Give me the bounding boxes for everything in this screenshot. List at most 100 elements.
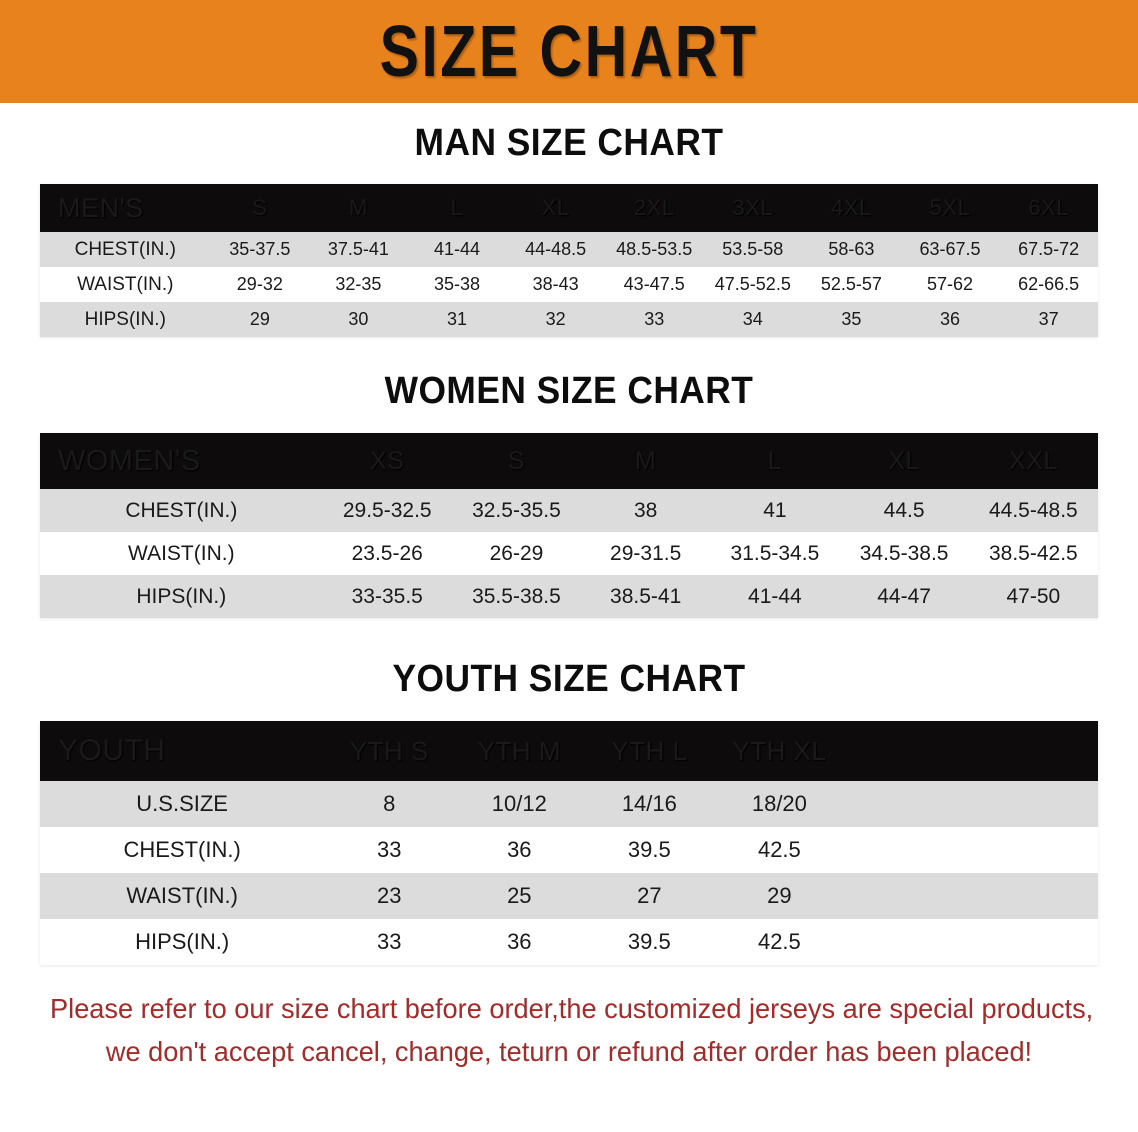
youth-measurement-cell: 42.5 [757,929,801,954]
women-measurement-cell: 34.5-38.5 [859,541,949,565]
men-measurement-cell: 62-66.5 [1018,274,1080,294]
youth-measurement-cell: 39.5 [627,929,671,954]
women-measurement-cell: 47-50 [1006,584,1061,608]
disclaimer: Please refer to our size chart before or… [50,987,1094,1074]
youth-measurement-cell: 36 [507,929,532,954]
men-size-column-header: 4XL [831,195,872,220]
women-measurement-cell: 29.5-32.5 [342,498,432,522]
women-measurement-cell: 35.5-38.5 [472,584,561,608]
men-size-column-header: L [450,195,464,220]
women-measurement-cell: 38 [633,498,658,522]
youth-size-column-header: YTH M [477,735,561,766]
men-header-label: MEN'S [58,192,144,223]
man-section-title: MAN SIZE CHART [414,122,724,164]
youth-measurement-cell: 39.5 [627,837,671,862]
page-title: SIZE CHART [379,11,759,92]
youth-measurement-cell: 18/20 [751,791,807,816]
women-section-title: WOMEN SIZE CHART [384,370,754,412]
youth-measurement-cell: 23 [377,883,402,908]
man-header-row: MEN'S S M L XL 2XL 3XL 4XL 5XL 6XL [40,184,1098,232]
youth-measurement-cell: 27 [637,883,662,908]
men-size-column-header: 6XL [1028,195,1069,220]
youth-row-spacer [844,781,1098,827]
table-row: HIPS(IN.) 33-35.5 35.5-38.5 38.5-41 41-44 44-… [40,575,1098,618]
men-measurement-cell: 30 [348,309,369,329]
table-row: WAIST(IN.) 23.5-26 26-29 29-31.5 31.5-34.5 34… [40,532,1098,575]
men-measurement-cell: 43-47.5 [623,274,685,294]
women-table-body: CHEST(IN.) 29.5-32.5 32.5-35.5 38 41 44.5 44.5… [40,489,1098,618]
youth-table-body: U.S.SIZE 8 10/12 14/16 18/20 CHEST(IN.) 33 36 39… [40,781,1098,965]
table-row: CHEST(IN.) 29.5-32.5 32.5-35.5 38 41 44.5 44.5… [40,489,1098,532]
youth-measurement-cell: 42.5 [757,837,801,862]
youth-measurement-cell: 29 [767,883,792,908]
women-measurement-cell: 33-35.5 [351,584,423,608]
page-banner: SIZE CHART [0,0,1138,103]
men-measurement-cell: 32-35 [335,274,382,294]
women-measurement-cell: 41 [763,498,787,522]
youth-measurement-cell: 33 [377,837,402,862]
men-measurement-cell: 37.5-41 [327,239,389,259]
youth-row-spacer [844,919,1098,965]
men-row-label: HIPS(IN.) [84,308,166,330]
youth-section-title: YOUTH SIZE CHART [392,658,746,700]
women-row-label: HIPS(IN.) [136,584,227,608]
women-size-column-header: XL [888,446,920,475]
table-row: CHEST(IN.) 35-37.5 37.5-41 41-44 44-48.5 48.5… [40,232,1098,267]
men-measurement-cell: 32 [545,309,566,329]
table-row: WAIST(IN.) 29-32 32-35 35-38 38-43 43-47.5 47.… [40,267,1098,302]
women-size-column-header: XS [370,446,405,475]
youth-measurement-cell: 8 [383,791,396,816]
men-measurement-cell: 29-32 [236,274,283,294]
youth-size-table-wrapper: YOUTH YTH S YTH M YTH L YTH XL U.S.SIZE 8 10/1… [40,721,1098,965]
women-measurement-cell: 29-31.5 [610,541,682,565]
women-size-column-header: XXL [1008,446,1058,475]
men-size-column-header: XL [541,195,570,220]
men-measurement-cell: 48.5-53.5 [616,239,693,259]
men-measurement-cell: 63-67.5 [919,239,981,259]
table-row: WAIST(IN.) 23 25 27 29 [40,873,1098,919]
man-size-table-wrapper: MEN'S S M L XL 2XL 3XL 4XL 5XL 6XL CHEST(IN.) 35-3… [40,184,1098,337]
men-measurement-cell: 58-63 [828,239,875,259]
youth-measurement-cell: 14/16 [621,791,677,816]
men-measurement-cell: 41-44 [433,239,481,259]
youth-measurement-cell: 33 [377,929,402,954]
youth-size-column-header: YTH L [611,735,688,766]
youth-row-label: CHEST(IN.) [123,837,241,862]
youth-size-column-header: YTH XL [732,735,827,766]
women-header-row: WOMEN'S XS S M L XL XXL [40,433,1098,489]
men-row-label: WAIST(IN.) [77,273,174,295]
women-size-column-header: L [767,446,783,475]
youth-row-spacer [844,827,1098,873]
disclaimer-line-1: Please refer to our size chart before or… [50,993,1094,1024]
men-size-column-header: S [252,195,268,220]
men-measurement-cell: 52.5-57 [820,274,882,294]
men-measurement-cell: 57-62 [926,274,973,294]
men-measurement-cell: 53.5-58 [722,239,784,259]
women-row-label: WAIST(IN.) [128,541,235,565]
men-measurement-cell: 37 [1038,309,1059,329]
youth-header-row: YOUTH YTH S YTH M YTH L YTH XL [40,721,1098,781]
women-measurement-cell: 23.5-26 [351,541,423,565]
men-measurement-cell: 47.5-52.5 [714,274,791,294]
men-measurement-cell: 44-48.5 [525,239,587,259]
women-measurement-cell: 26-29 [489,541,544,565]
youth-row-spacer [844,873,1098,919]
women-measurement-cell: 38.5-41 [610,584,682,608]
men-size-column-header: 2XL [633,195,675,220]
men-row-label: CHEST(IN.) [74,238,176,260]
men-measurement-cell: 29 [249,309,270,329]
table-row: U.S.SIZE 8 10/12 14/16 18/20 [40,781,1098,827]
table-row: CHEST(IN.) 33 36 39.5 42.5 [40,827,1098,873]
youth-size-table: YOUTH YTH S YTH M YTH L YTH XL U.S.SIZE 8 10/1… [40,721,1098,965]
women-measurement-cell: 31.5-34.5 [730,541,820,565]
women-header-label: WOMEN'S [58,444,201,477]
women-measurement-cell: 44-47 [877,584,931,608]
men-measurement-cell: 35-37.5 [229,239,291,259]
youth-row-label: U.S.SIZE [136,791,228,816]
women-size-column-header: M [635,446,657,475]
women-measurement-cell: 44.5-48.5 [988,498,1078,522]
women-size-column-header: S [507,446,526,475]
man-size-table: MEN'S S M L XL 2XL 3XL 4XL 5XL 6XL CHEST(IN.) 35-3… [40,184,1098,337]
youth-header-label: YOUTH [58,734,166,767]
women-size-table-wrapper: WOMEN'S XS S M L XL XXL CHEST(IN.) 29.5-32.5 32.… [40,433,1098,618]
